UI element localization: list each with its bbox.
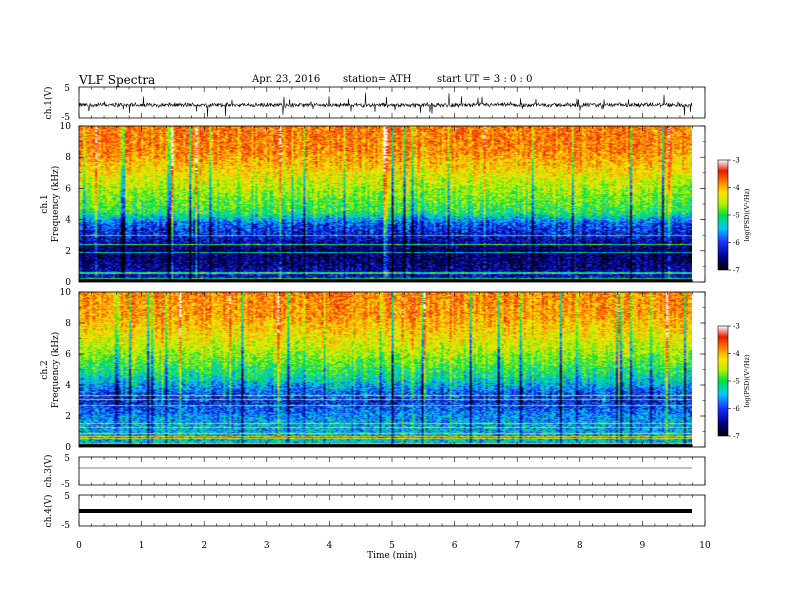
time-tick-label: 4 bbox=[327, 541, 333, 551]
frequency-tick-label: 8 bbox=[65, 153, 71, 163]
colorbar-tick-label: -4 bbox=[733, 184, 740, 192]
ch1-spectrogram-yticks: 0 2 4 6 8 10 bbox=[60, 122, 705, 288]
ch2-spectrogram-yticks: 0 2 4 6 8 10 bbox=[60, 288, 705, 453]
ch1-waveform-trace bbox=[78, 92, 693, 117]
frequency-tick-label: 6 bbox=[65, 350, 71, 360]
ch1-waveform-ylabel: ch.1(V) bbox=[43, 87, 54, 120]
time-axis-ticklabels: 0 1 2 3 4 5 6 7 8 9 10 bbox=[76, 541, 711, 551]
time-tick-label: 9 bbox=[640, 541, 646, 551]
frequency-tick-label: 10 bbox=[60, 122, 72, 132]
ch2-colorbar-ticks: -3 -4 -5 -6 -7 bbox=[728, 323, 740, 441]
ch2-spectrogram-xticks bbox=[78, 292, 706, 447]
ch1-colorbar bbox=[717, 159, 729, 271]
ch1-ytick-bottom: -5 bbox=[61, 113, 70, 123]
ch1-colorbar-ticks: -3 -4 -5 -6 -7 bbox=[728, 157, 740, 275]
ch1-colorbar-label: log(PSD)(V²/Hz) bbox=[743, 188, 751, 241]
time-tick-label: 3 bbox=[264, 541, 270, 551]
figure-title: VLF Spectra bbox=[78, 73, 155, 87]
time-tick-label: 8 bbox=[577, 541, 583, 551]
ch1-spectrogram-xticks bbox=[78, 126, 706, 282]
ch1-frequency-ylabel: Frequency (kHz) bbox=[50, 166, 61, 243]
ch3-waveform-panel: 5 -5 ch.3(V) bbox=[43, 454, 706, 490]
colorbar-tick-label: -5 bbox=[733, 378, 740, 386]
frequency-tick-label: 8 bbox=[65, 319, 71, 329]
frequency-tick-label: 0 bbox=[65, 278, 71, 288]
colorbar-tick-label: -6 bbox=[733, 405, 740, 413]
frequency-tick-label: 10 bbox=[60, 288, 72, 298]
frequency-tick-label: 4 bbox=[65, 216, 71, 226]
ch2-frequency-ylabel: Frequency (kHz) bbox=[50, 332, 61, 409]
station-label: station= ATH bbox=[343, 74, 412, 85]
time-axis-label: Time (min) bbox=[367, 550, 417, 561]
ch1-waveform-xticks bbox=[78, 87, 706, 118]
colorbar-tick-label: -5 bbox=[733, 212, 740, 220]
ch1-waveform-frame bbox=[78, 86, 706, 119]
date-label: Apr. 23, 2016 bbox=[251, 74, 320, 85]
ch2-colorbar bbox=[717, 325, 729, 437]
ch2-spectrogram-image bbox=[79, 292, 692, 447]
ch4-waveform-xticks bbox=[78, 495, 706, 526]
ch3-ytick-bottom: -5 bbox=[61, 480, 70, 490]
frequency-tick-label: 2 bbox=[65, 412, 71, 422]
frequency-tick-label: 4 bbox=[65, 381, 71, 391]
ch1-spectrogram-image bbox=[79, 126, 692, 282]
frequency-tick-label: 2 bbox=[65, 247, 71, 257]
ch2-colorbar-label: log(PSD)(V²/Hz) bbox=[743, 354, 751, 407]
ch4-ytick-bottom: -5 bbox=[61, 521, 70, 531]
frequency-tick-label: 0 bbox=[65, 443, 71, 453]
ch1-waveform-panel: 5 -5 ch.1(V) bbox=[43, 84, 706, 123]
ch2-channel-label: ch.2 bbox=[40, 360, 50, 379]
colorbar-tick-label: -7 bbox=[733, 433, 740, 441]
ch3-waveform-ylabel: ch.3(V) bbox=[43, 455, 54, 488]
ch4-waveform-trace bbox=[79, 509, 692, 513]
ch1-channel-label: ch.1 bbox=[40, 194, 50, 213]
start-ut-label: start UT = 3 : 0 : 0 bbox=[437, 74, 532, 85]
ch4-waveform-panel: 5 -5 ch.4(V) bbox=[43, 492, 706, 531]
colorbar-tick-label: -7 bbox=[733, 267, 740, 275]
colorbar-tick-label: -3 bbox=[733, 157, 740, 165]
time-tick-label: 1 bbox=[139, 541, 145, 551]
ch3-ytick-top: 5 bbox=[64, 454, 70, 464]
ch1-ytick-top: 5 bbox=[64, 84, 70, 94]
colorbar-tick-label: -6 bbox=[733, 239, 740, 247]
time-tick-label: 2 bbox=[201, 541, 207, 551]
frequency-tick-label: 6 bbox=[65, 184, 71, 194]
time-tick-label: 6 bbox=[452, 541, 458, 551]
colorbar-tick-label: -3 bbox=[733, 323, 740, 331]
colorbar-tick-label: -4 bbox=[733, 350, 740, 358]
time-tick-label: 5 bbox=[389, 541, 395, 551]
ch4-waveform-ylabel: ch.4(V) bbox=[43, 495, 54, 528]
time-tick-label: 10 bbox=[699, 541, 711, 551]
ch4-ytick-top: 5 bbox=[64, 492, 70, 502]
ch3-waveform-xticks bbox=[78, 457, 706, 485]
time-tick-label: 0 bbox=[76, 541, 82, 551]
time-tick-label: 7 bbox=[514, 541, 520, 551]
